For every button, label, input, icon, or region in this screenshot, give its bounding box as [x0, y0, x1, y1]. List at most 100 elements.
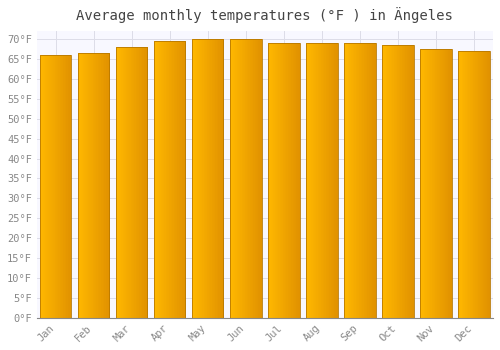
- Bar: [107, 53, 108, 318]
- Bar: [64, 55, 65, 318]
- Bar: [471, 51, 472, 318]
- Bar: [363, 43, 364, 318]
- Bar: [344, 43, 345, 318]
- Bar: [463, 51, 464, 318]
- Bar: [211, 39, 212, 318]
- Bar: [123, 47, 124, 318]
- Bar: [236, 39, 238, 318]
- Bar: [140, 47, 141, 318]
- Bar: [333, 43, 334, 318]
- Bar: [406, 45, 407, 318]
- Title: Average monthly temperatures (°F ) in Ängeles: Average monthly temperatures (°F ) in Än…: [76, 7, 454, 23]
- Bar: [47, 55, 48, 318]
- Bar: [127, 47, 128, 318]
- Bar: [184, 41, 185, 318]
- Bar: [468, 51, 469, 318]
- Bar: [257, 39, 258, 318]
- Bar: [467, 51, 468, 318]
- Bar: [393, 45, 394, 318]
- Bar: [420, 49, 452, 318]
- Bar: [167, 41, 168, 318]
- Bar: [382, 45, 414, 318]
- Bar: [65, 55, 66, 318]
- Bar: [42, 55, 43, 318]
- Bar: [337, 43, 338, 318]
- Bar: [395, 45, 396, 318]
- Bar: [299, 43, 300, 318]
- Bar: [323, 43, 324, 318]
- Bar: [279, 43, 280, 318]
- Bar: [458, 51, 459, 318]
- Bar: [206, 39, 208, 318]
- Bar: [120, 47, 122, 318]
- Bar: [332, 43, 334, 318]
- Bar: [58, 55, 59, 318]
- Bar: [157, 41, 158, 318]
- Bar: [313, 43, 314, 318]
- Bar: [154, 41, 186, 318]
- Bar: [287, 43, 288, 318]
- Bar: [390, 45, 391, 318]
- Bar: [118, 47, 119, 318]
- Bar: [388, 45, 390, 318]
- Bar: [449, 49, 450, 318]
- Bar: [282, 43, 284, 318]
- Bar: [479, 51, 480, 318]
- Bar: [306, 43, 307, 318]
- Bar: [138, 47, 140, 318]
- Bar: [383, 45, 384, 318]
- Bar: [396, 45, 397, 318]
- Bar: [306, 43, 338, 318]
- Bar: [94, 53, 95, 318]
- Bar: [412, 45, 413, 318]
- Bar: [86, 53, 87, 318]
- Bar: [438, 49, 439, 318]
- Bar: [109, 53, 110, 318]
- Bar: [210, 39, 211, 318]
- Bar: [488, 51, 489, 318]
- Bar: [88, 53, 89, 318]
- Bar: [80, 53, 82, 318]
- Bar: [272, 43, 273, 318]
- Bar: [473, 51, 474, 318]
- Bar: [108, 53, 109, 318]
- Bar: [278, 43, 279, 318]
- Bar: [330, 43, 332, 318]
- Bar: [198, 39, 199, 318]
- Bar: [477, 51, 478, 318]
- Bar: [205, 39, 206, 318]
- Bar: [204, 39, 205, 318]
- Bar: [192, 39, 193, 318]
- Bar: [145, 47, 146, 318]
- Bar: [70, 55, 71, 318]
- Bar: [355, 43, 356, 318]
- Bar: [95, 53, 96, 318]
- Bar: [290, 43, 291, 318]
- Bar: [131, 47, 132, 318]
- Bar: [67, 55, 68, 318]
- Bar: [460, 51, 461, 318]
- Bar: [430, 49, 431, 318]
- Bar: [89, 53, 90, 318]
- Bar: [156, 41, 157, 318]
- Bar: [122, 47, 123, 318]
- Bar: [277, 43, 278, 318]
- Bar: [442, 49, 443, 318]
- Bar: [71, 55, 72, 318]
- Bar: [55, 55, 56, 318]
- Bar: [382, 45, 383, 318]
- Bar: [432, 49, 433, 318]
- Bar: [486, 51, 487, 318]
- Bar: [464, 51, 465, 318]
- Bar: [230, 39, 262, 318]
- Bar: [219, 39, 220, 318]
- Bar: [410, 45, 411, 318]
- Bar: [83, 53, 84, 318]
- Bar: [155, 41, 156, 318]
- Bar: [57, 55, 58, 318]
- Bar: [482, 51, 483, 318]
- Bar: [46, 55, 47, 318]
- Bar: [335, 43, 336, 318]
- Bar: [406, 45, 408, 318]
- Bar: [237, 39, 238, 318]
